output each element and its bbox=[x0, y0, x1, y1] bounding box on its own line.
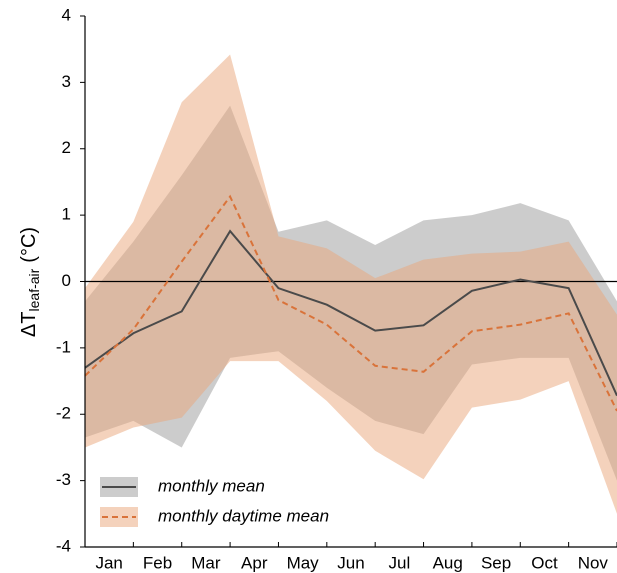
y-tick-label: 0 bbox=[62, 271, 71, 290]
y-tick-label: 2 bbox=[62, 138, 71, 157]
x-tick-label: Mar bbox=[191, 553, 221, 572]
y-tick-label: -1 bbox=[56, 337, 71, 356]
x-tick-label: Sep bbox=[481, 553, 511, 572]
x-tick-label: Nov bbox=[578, 553, 609, 572]
x-tick-label: May bbox=[287, 553, 320, 572]
x-tick-label: Jun bbox=[337, 553, 364, 572]
x-tick-label: Feb bbox=[143, 553, 172, 572]
x-tick-label: Aug bbox=[433, 553, 463, 572]
y-tick-label: -4 bbox=[56, 536, 71, 555]
y-tick-label: 1 bbox=[62, 205, 71, 224]
y-tick-label: -2 bbox=[56, 404, 71, 423]
band bbox=[85, 54, 617, 514]
series-line bbox=[84, 229, 617, 397]
y-label-unit: (°C) bbox=[18, 227, 40, 263]
legend-label: monthly daytime mean bbox=[158, 506, 329, 525]
x-tick-label: Jul bbox=[388, 553, 410, 572]
x-tick-label: Apr bbox=[241, 553, 268, 572]
y-tick-label: -3 bbox=[56, 470, 71, 489]
x-tick-label: Oct bbox=[531, 553, 558, 572]
y-label-sub: leaf-air bbox=[26, 268, 42, 311]
legend-label: monthly mean bbox=[158, 476, 265, 495]
x-tick-label: Jan bbox=[95, 553, 122, 572]
y-label-main: ΔT bbox=[18, 311, 40, 337]
y-axis-label: ΔTleaf-air (°C) bbox=[18, 227, 41, 337]
y-tick-label: 4 bbox=[62, 5, 71, 24]
legend-patch bbox=[100, 507, 138, 527]
y-tick-label: 3 bbox=[62, 72, 71, 91]
series-line bbox=[84, 194, 617, 412]
